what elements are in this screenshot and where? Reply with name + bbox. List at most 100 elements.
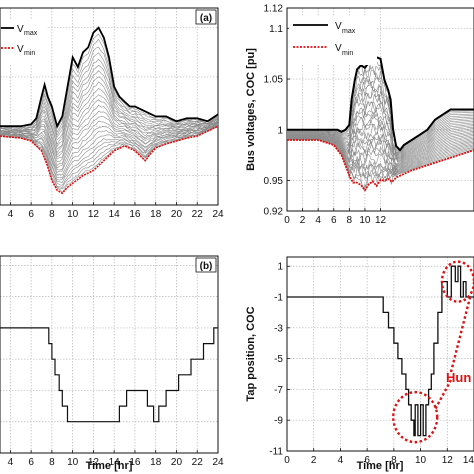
y-tick-label: 1 (277, 262, 283, 273)
x-tick-label: 20 (171, 209, 183, 220)
panel-label: (b) (200, 261, 213, 272)
panel-label: (a) (200, 13, 212, 24)
x-tick-label: 8 (347, 215, 353, 226)
x-tick-label: 2 (311, 455, 317, 466)
x-tick-label: 22 (192, 457, 204, 468)
x-tick-label: 4 (8, 457, 14, 468)
y-axis-label: Bus voltages, COC [pu] (245, 48, 257, 171)
legend-subscript: max (24, 30, 38, 37)
x-tick-label: 18 (150, 457, 162, 468)
vmax-line (0, 26, 219, 129)
plot-frame (286, 256, 474, 452)
y-tick-label: 0.92 (264, 207, 284, 218)
y-tick-label: -5 (274, 354, 283, 365)
y-tick-label: 1.05 (264, 75, 284, 86)
x-tick-label: 10 (67, 209, 79, 220)
bus-voltage-line (0, 124, 219, 190)
x-tick-label: 12 (375, 215, 387, 226)
bus-voltage-line (287, 137, 474, 171)
bus-voltage-line (0, 120, 219, 171)
x-tick-label: 16 (129, 209, 141, 220)
x-tick-label: 14 (463, 455, 474, 466)
x-tick-label: 12 (88, 457, 100, 468)
bus-voltage-line (0, 38, 219, 133)
x-tick-label: 6 (28, 209, 34, 220)
x-tick-label: 6 (331, 215, 337, 226)
bus-voltage-line (0, 99, 219, 160)
panel-label-box (195, 9, 217, 25)
bus-voltage-line (287, 81, 474, 155)
y-tick-label: -9 (274, 416, 283, 427)
x-tick-label: 14 (109, 209, 121, 220)
x-tick-label: 22 (192, 209, 204, 220)
panel-a-right: 0 2 4 6 8 10 12 1.12 1.1 1.05 1 0.95 0.92 Bus voltage… (245, 4, 474, 226)
x-tick-label: 10 (415, 455, 427, 466)
callout-line-low (434, 379, 453, 410)
callout-line-high (449, 297, 472, 373)
x-tick-label: 24 (212, 209, 224, 220)
x-tick-label: 6 (364, 455, 370, 466)
bus-voltage-line (0, 94, 219, 158)
panel-b-left: 4 6 8 10 12 14 16 18 20 22 24 (b) Time [hr] (0, 255, 224, 472)
hunting-ellipse-low (392, 390, 439, 444)
bus-voltage-line (0, 58, 219, 141)
legend-label: V (17, 24, 24, 35)
legend-subscript: max (342, 28, 356, 35)
y-tick-label: -1 (274, 293, 283, 304)
annotation-layer: Hun (392, 260, 474, 444)
legend-box (1, 19, 46, 64)
x-tick-label: 6 (28, 457, 34, 468)
x-tick-label: 8 (49, 457, 55, 468)
panel-label-box (195, 257, 217, 273)
bus-voltage-line (0, 70, 219, 147)
bus-voltage-line (0, 65, 219, 145)
bus-voltage-line (0, 124, 219, 183)
plot-frame (0, 255, 219, 454)
y-tick-label: 0.95 (264, 176, 284, 187)
x-tick-label: 0 (284, 455, 290, 466)
bus-voltage-line (0, 122, 219, 179)
legend-label: V (335, 43, 342, 54)
y-tick-label: -7 (274, 385, 283, 396)
x-tick-label: 10 (359, 215, 371, 226)
x-tick-label: 2 (300, 215, 306, 226)
bus-voltage-line (287, 115, 474, 163)
bus-voltage-line (287, 136, 474, 167)
bus-voltage-line (287, 107, 474, 161)
y-tick-label: -11 (269, 447, 283, 458)
legend-label: V (17, 44, 24, 55)
y-tick-label: -3 (274, 323, 283, 334)
y-axis-label: Tap position, COC (245, 306, 257, 401)
bus-voltage-line (287, 85, 474, 157)
vmin-line (287, 139, 474, 192)
legend-label: V (335, 21, 342, 32)
x-axis-label: Time [hr] (86, 460, 133, 472)
x-tick-label: 8 (49, 209, 55, 220)
vmax-line (287, 56, 474, 152)
x-tick-label: 8 (391, 455, 397, 466)
x-axis-label: Time [hr] (357, 460, 404, 472)
x-tick-label: 0 (284, 215, 290, 226)
tap-position-line (287, 265, 474, 437)
x-tick-label: 20 (171, 457, 183, 468)
legend-subscript: min (342, 50, 353, 57)
plot-frame (0, 7, 219, 206)
bus-voltage-line (287, 123, 474, 164)
x-tick-label: 16 (129, 457, 141, 468)
y-tick-label: 1.12 (264, 4, 284, 15)
hunting-annotation: Hun (446, 370, 471, 385)
y-tick-label: 1.1 (269, 24, 283, 35)
x-tick-label: 12 (442, 455, 454, 466)
bus-voltage-line (287, 99, 474, 160)
bus-voltage-line (0, 52, 219, 138)
bus-voltage-line (287, 71, 474, 154)
x-tick-label: 18 (150, 209, 162, 220)
panel-b-right: 0 2 4 6 8 10 12 14 1 -1 -3 -5 -7 -9 -11 Tap position, C… (245, 256, 474, 472)
x-tick-label: 4 (315, 215, 321, 226)
x-tick-label: 12 (88, 209, 100, 220)
bus-voltage-line (0, 111, 219, 167)
x-tick-label: 10 (67, 457, 79, 468)
